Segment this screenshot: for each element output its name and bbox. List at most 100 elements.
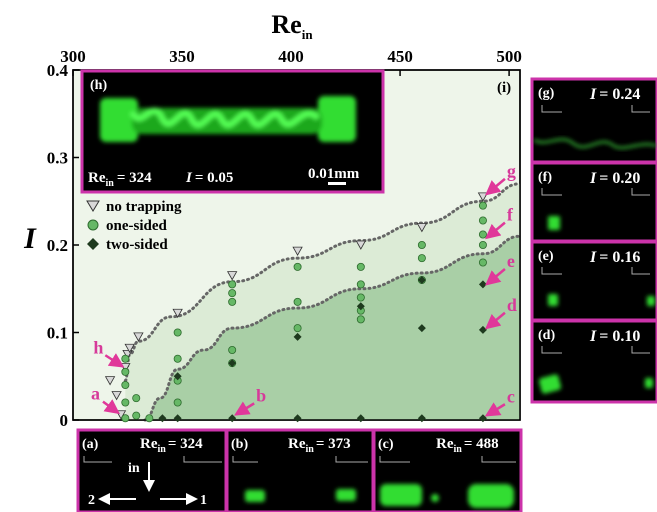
panel-g: (g) I = 0.24 bbox=[530, 77, 657, 164]
point-one-sided bbox=[293, 324, 302, 333]
particle-image bbox=[100, 96, 356, 142]
point-no-trapping bbox=[124, 343, 135, 354]
label-arrow-b bbox=[234, 401, 255, 416]
point-one-sided bbox=[356, 293, 365, 302]
point-label-e: e bbox=[507, 251, 515, 271]
side-panels: (g) I = 0.24 (f) I = 0.20 (e) I = 0.16 (d) … bbox=[530, 77, 657, 404]
point-one-sided bbox=[478, 230, 487, 239]
y-tick-label: 0.1 bbox=[47, 324, 68, 343]
point-one-sided bbox=[356, 315, 365, 324]
panel-d: (d) I = 0.10 bbox=[530, 319, 657, 404]
inset-h-intensity: I = 0.05 bbox=[185, 170, 233, 186]
boundary-upper bbox=[123, 182, 522, 383]
point-one-sided bbox=[121, 367, 130, 376]
panel-d-intensity: I = 0.10 bbox=[589, 328, 640, 345]
point-two-sided bbox=[478, 280, 487, 289]
panel-a-re: Rein = 324 bbox=[140, 436, 203, 455]
boundary-lower bbox=[143, 234, 522, 422]
point-label-arrows: a b c d e f g h bbox=[91, 161, 517, 417]
panel-b: (b) Rein = 373 bbox=[225, 428, 375, 512]
panel-c-particle-center bbox=[431, 494, 439, 502]
point-one-sided bbox=[121, 414, 130, 423]
point-one-sided bbox=[145, 414, 154, 423]
point-one-sided bbox=[356, 280, 365, 289]
point-two-sided bbox=[158, 414, 167, 423]
x-ticks: 300 350 400 450 500 bbox=[60, 47, 522, 76]
point-one-sided bbox=[293, 297, 302, 306]
panel-d-label: (d) bbox=[538, 328, 555, 343]
point-one-sided bbox=[228, 345, 237, 354]
point-one-sided bbox=[228, 289, 237, 298]
point-one-sided bbox=[478, 258, 487, 267]
scale-bar-label: 0.01mm bbox=[308, 166, 360, 182]
label-arrow-a bbox=[102, 399, 120, 415]
x-tick-label: 500 bbox=[496, 47, 522, 66]
panel-g-label: (g) bbox=[538, 86, 555, 101]
point-one-sided bbox=[121, 354, 130, 363]
panel-b-particle-left bbox=[245, 490, 265, 502]
panel-g-intensity: I = 0.24 bbox=[589, 86, 640, 103]
y-axis-title: I bbox=[23, 222, 37, 255]
outlet-1-label: 1 bbox=[200, 493, 207, 508]
inset-h-label: (h) bbox=[90, 78, 107, 93]
point-no-trapping bbox=[104, 376, 116, 386]
panel-d-particle-right bbox=[645, 378, 653, 388]
point-label-b: b bbox=[256, 385, 266, 405]
legend-label-two-sided: two-sided bbox=[106, 237, 168, 253]
point-one-sided bbox=[478, 201, 487, 210]
y-tick-label: 0.4 bbox=[47, 61, 69, 80]
point-no-trapping bbox=[226, 271, 238, 281]
point-one-sided bbox=[121, 380, 130, 389]
point-label-d: d bbox=[507, 295, 517, 315]
label-arrow-c bbox=[484, 402, 506, 417]
inset-h: (h) Rein = 324 I = 0.05 0.01mm bbox=[80, 69, 385, 194]
y-tick-label: 0.2 bbox=[47, 236, 68, 255]
point-one-sided bbox=[173, 398, 182, 407]
point-one-sided bbox=[478, 240, 487, 249]
panel-c-particle-left bbox=[380, 484, 422, 506]
point-one-sided bbox=[132, 394, 141, 403]
x-tick-label: 300 bbox=[60, 47, 86, 66]
point-one-sided bbox=[417, 254, 426, 263]
point-one-sided bbox=[173, 354, 182, 363]
panel-f: (f) I = 0.20 bbox=[530, 161, 657, 243]
panel-a-label: (a) bbox=[82, 437, 99, 452]
point-two-sided bbox=[417, 324, 426, 333]
point-no-trapping bbox=[292, 246, 303, 256]
y-tick-label: 0.3 bbox=[47, 149, 68, 168]
point-two-sided bbox=[293, 332, 302, 341]
panel-c: (c) Rein = 488 bbox=[372, 428, 523, 512]
legend-marker-no-trapping bbox=[86, 200, 100, 212]
point-label-h: h bbox=[93, 337, 103, 357]
point-one-sided bbox=[228, 297, 237, 306]
y-tick-label: 0 bbox=[60, 411, 69, 430]
point-two-sided bbox=[173, 414, 182, 423]
label-arrow-f bbox=[485, 221, 506, 240]
point-one-sided bbox=[417, 240, 426, 249]
panel-f-intensity: I = 0.20 bbox=[589, 170, 640, 187]
point-label-f: f bbox=[507, 205, 514, 225]
scale-bar bbox=[328, 182, 346, 185]
panel-d-particle-left bbox=[538, 374, 562, 394]
panel-e: (e) I = 0.16 bbox=[530, 240, 657, 322]
legend-label-no-trapping: no trapping bbox=[106, 199, 182, 215]
point-one-sided bbox=[356, 262, 365, 271]
panel-f-label: (f) bbox=[538, 170, 552, 185]
point-label-a: a bbox=[91, 384, 100, 404]
point-two-sided bbox=[478, 325, 487, 334]
two-sided-region bbox=[144, 236, 520, 420]
x-tick-label: 450 bbox=[387, 47, 413, 66]
panel-b-particle-right bbox=[336, 489, 356, 501]
panel-i-label: (i) bbox=[497, 80, 511, 96]
legend-label-one-sided: one-sided bbox=[106, 218, 168, 234]
panel-c-particle-right bbox=[468, 484, 514, 508]
point-one-sided bbox=[121, 398, 130, 407]
legend-marker-one-sided bbox=[87, 219, 99, 231]
point-two-sided bbox=[228, 414, 237, 423]
point-two-sided bbox=[356, 414, 365, 423]
point-one-sided bbox=[173, 328, 182, 337]
point-one-sided bbox=[293, 262, 302, 271]
panel-e-particle-right bbox=[647, 296, 655, 306]
panel-b-re: Rein = 373 bbox=[288, 436, 351, 455]
